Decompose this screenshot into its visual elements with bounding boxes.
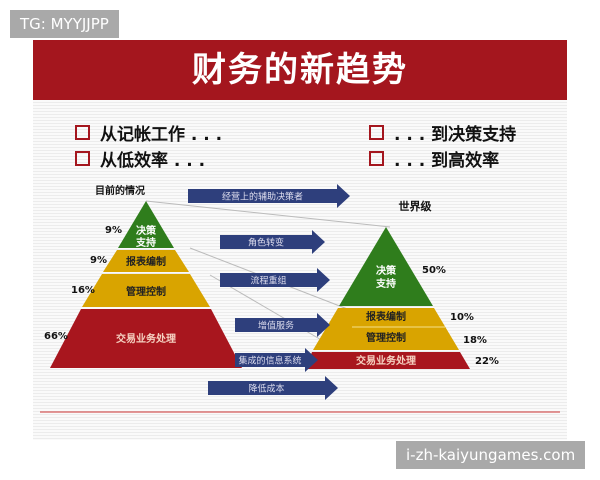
label: 决策 [136,224,157,237]
percent: 9% [105,225,122,236]
arrow-label: 角色转变 [248,237,284,249]
arrow [235,348,318,372]
label: 支持 [375,277,396,290]
world-layer-reporting-control [313,308,459,350]
percent: 10% [450,312,474,323]
arrow-label: 增值服务 [258,320,294,332]
bullet-text: 从记帐工作 . . . [100,125,223,145]
watermark-top: TG: MYYJJPP [10,10,119,38]
bullet-right-2: . . . 到高效率 [369,146,499,171]
bullet-left-1: 从记帐工作 . . . [75,120,222,145]
label: 决策 [376,264,397,277]
label: 交易业务处理 [356,354,416,367]
percent: 9% [90,255,107,266]
arrow-label: 流程重组 [250,275,286,287]
arrow [220,230,325,254]
percent: 16% [71,285,95,296]
label: 报表编制 [126,255,166,268]
world-layer-transactions [305,352,470,369]
arrow-label: 经营上的辅助决策者 [222,191,303,203]
slide-title: 财务的新趋势 [33,40,567,100]
arrow [235,313,330,337]
bullet-text: . . . 到决策支持 [394,125,517,145]
current-layer-decision [118,201,174,248]
arrow [220,268,330,292]
label: 管理控制 [366,331,406,344]
world-layer-decision [339,227,433,306]
label: 报表编制 [366,310,406,323]
bullet-right-1: . . . 到决策支持 [369,120,516,145]
current-heading: 目前的情况 [95,184,145,197]
percent: 66% [44,331,68,342]
checkbox-icon [75,125,90,140]
checkbox-icon [369,125,384,140]
label: 交易业务处理 [116,332,176,345]
bullet-text: . . . 到高效率 [394,151,500,171]
watermark-bottom: i-zh-kaiyungames.com [396,441,586,469]
current-layer-transactions [50,309,242,368]
arrow-label: 集成的信息系统 [238,355,301,367]
arrow [188,184,350,208]
percent: 18% [463,335,487,346]
bullet-left-2: 从低效率 . . . [75,146,205,171]
current-layer-control [82,274,210,307]
percent: 50% [422,265,446,276]
percent: 22% [475,356,499,367]
checkbox-icon [369,151,384,166]
arrow [208,376,338,400]
arrow-label: 降低成本 [248,383,284,395]
connector-line [145,200,391,228]
label: 支持 [135,236,156,249]
world-heading: 世界级 [399,199,433,213]
bullet-text: 从低效率 . . . [100,151,206,171]
checkbox-icon [75,151,90,166]
current-layer-reporting [103,250,189,272]
label: 管理控制 [126,285,166,298]
